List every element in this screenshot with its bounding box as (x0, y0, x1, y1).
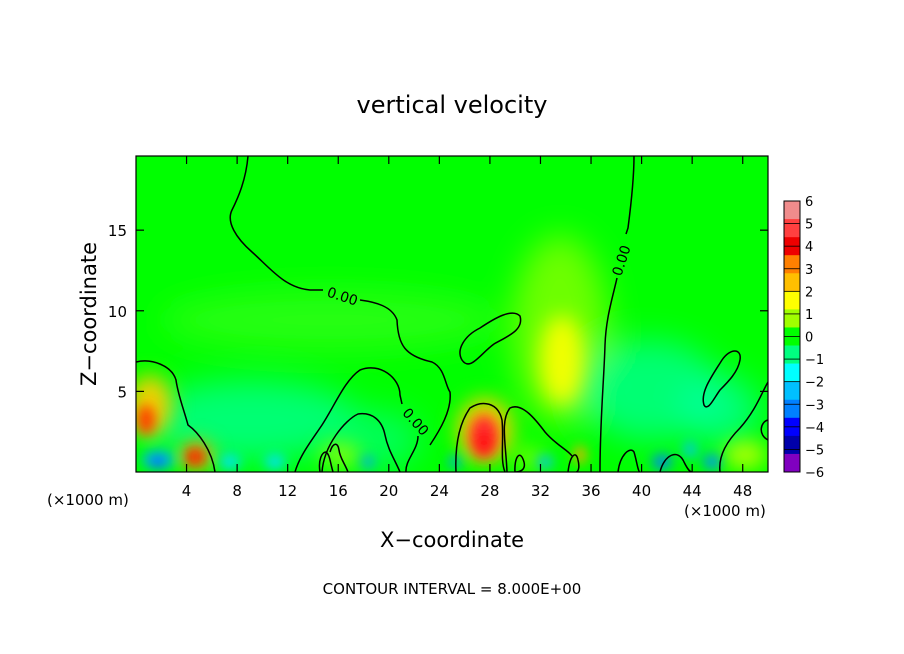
colorbar-swatch (784, 345, 800, 364)
y-axis-label: Z−coordinate (77, 242, 101, 386)
contour-small-loop-2 (329, 443, 349, 472)
colorbar-label: −5 (805, 443, 824, 458)
colorbar-label: −1 (805, 353, 824, 368)
plot-frame (135, 155, 769, 473)
contour-small-loop (318, 451, 334, 472)
colorbar-swatch (784, 435, 800, 455)
contour-upper-island (459, 312, 522, 365)
contour-inner-arch (321, 412, 401, 472)
colorbar: 6 5 4 3 2 1 0 −1 −2 −3 −4 −5 −6 (783, 195, 824, 481)
x-tick-label: 40 (632, 482, 651, 500)
colorbar-label: 1 (805, 308, 813, 323)
colorbar-swatch (784, 453, 800, 473)
plot-area: 0.00 0.00 0.00 (136, 156, 768, 472)
y-tick-label: 5 (117, 383, 127, 401)
colorbar-label: 3 (805, 263, 813, 278)
contour-right-of-red (503, 406, 573, 472)
x-unit-right: (×1000 m) (684, 502, 766, 520)
colorbar-swatch (784, 399, 800, 419)
contour-right-island (702, 350, 741, 408)
x-tick-label: 44 (683, 482, 702, 500)
contour-center-hump (294, 367, 419, 472)
contour-small-loop-3 (514, 454, 526, 472)
colorbar-label: 5 (805, 218, 813, 233)
contour-red-cell (455, 402, 506, 472)
colorbar-swatch (784, 381, 800, 401)
colorbar-label: −2 (805, 376, 824, 391)
colorbar-label: −4 (805, 421, 824, 436)
x-tick-label: 20 (379, 482, 398, 500)
contour-right-bumps (617, 449, 693, 472)
chart-title: vertical velocity (357, 91, 548, 119)
x-tick-label: 28 (480, 482, 499, 500)
y-tick-label: 10 (108, 303, 127, 321)
colorbar-label: 0 (805, 331, 813, 346)
y-axis: 5 10 15 (108, 222, 768, 401)
y-tick-label: 15 (108, 222, 127, 240)
x-tick-label: 12 (278, 482, 297, 500)
x-tick-label: 4 (182, 482, 192, 500)
colorbar-swatch (784, 273, 800, 292)
contour-small-loop-4 (567, 454, 580, 472)
contour-left-hump (136, 360, 216, 472)
colorbar-swatch (784, 255, 800, 274)
colorbar-swatch (784, 309, 800, 328)
x-tick-label: 16 (329, 482, 348, 500)
colorbar-label: 4 (805, 240, 813, 255)
colorbar-label: 2 (805, 285, 813, 300)
x-tick-label: 24 (430, 482, 449, 500)
colorbar-swatch (784, 363, 800, 382)
x-tick-label: 32 (531, 482, 550, 500)
colorbar-label: −3 (805, 398, 824, 413)
colorbar-label: 6 (805, 195, 813, 210)
colorbar-swatch (784, 291, 800, 310)
contour-right-vertical (599, 156, 635, 472)
x-tick-label: 8 (232, 482, 242, 500)
zero-contours (136, 156, 768, 472)
colorbar-label: −6 (805, 466, 824, 481)
contour-upper-left (229, 156, 451, 446)
x-axis-label: X−coordinate (380, 528, 524, 552)
colorbar-swatch (784, 201, 800, 220)
x-unit-left: (×1000 m) (47, 491, 129, 509)
contour-interval-note: CONTOUR INTERVAL = 8.000E+00 (323, 580, 582, 598)
contour-right-edge (719, 381, 768, 472)
x-axis: 4 8 12 16 20 24 28 32 36 40 44 48 (182, 156, 752, 500)
x-tick-label: 48 (733, 482, 752, 500)
colorbar-swatch (784, 219, 800, 238)
x-tick-label: 36 (581, 482, 600, 500)
